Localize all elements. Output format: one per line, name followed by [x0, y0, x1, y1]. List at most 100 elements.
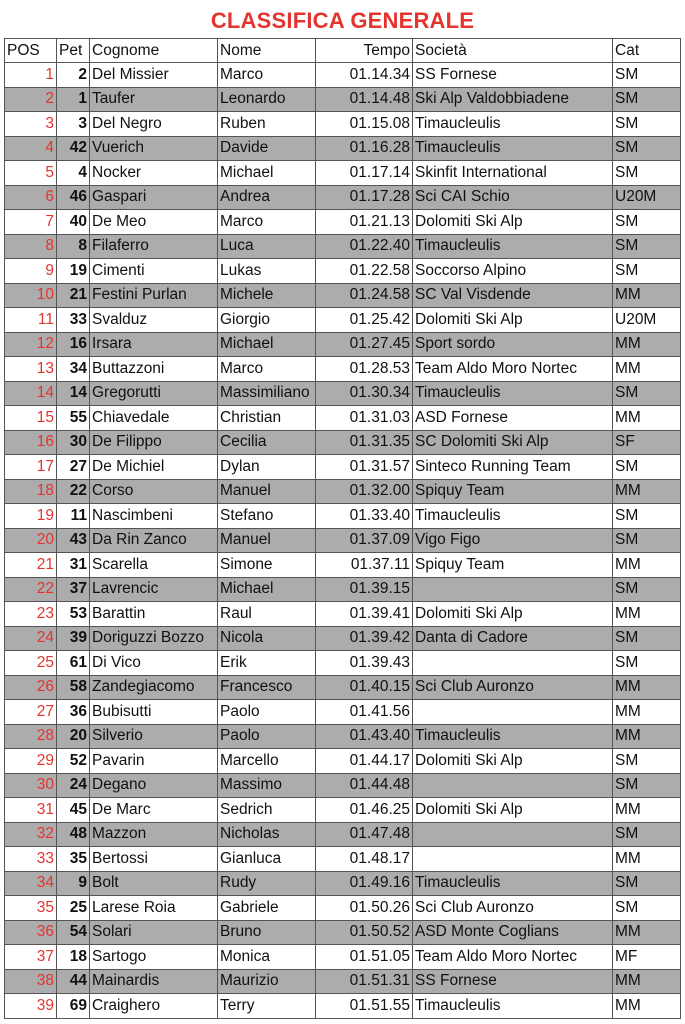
cell-cognome: Pavarin [89, 748, 218, 774]
cell-pet: 58 [56, 674, 90, 700]
cell-nome: Rudy [217, 870, 316, 896]
cell-societa: Timaucleulis [412, 135, 613, 161]
cell-societa: Sci CAI Schio [412, 184, 613, 210]
cell-pet: 3 [56, 111, 90, 137]
cell-cognome: Gregorutti [89, 380, 218, 406]
cell-cat: SF [612, 429, 681, 455]
cell-cognome: Taufer [89, 86, 218, 112]
cell-societa: Team Aldo Moro Nortec [412, 944, 613, 970]
cell-pet: 30 [56, 429, 90, 455]
cell-cat: SM [612, 258, 681, 284]
cell-pet: 43 [56, 527, 90, 553]
cell-pos: 32 [4, 821, 57, 847]
table-row: 3 3 Del Negro Ruben 01.15.08 Timaucleulis SM [4, 111, 681, 137]
cell-tempo: 01.49.16 [315, 870, 413, 896]
cell-cat: SM [612, 895, 681, 921]
cell-pos: 20 [4, 527, 57, 553]
cell-pet: 4 [56, 160, 90, 186]
table-row: 7 40 De Meo Marco 01.21.13 Dolomiti Ski Alp SM [4, 209, 681, 235]
table-row: 12 16 Irsara Michael 01.27.45 Sport sordo MM [4, 331, 681, 357]
cell-pos: 5 [4, 160, 57, 186]
header-nome: Nome [217, 38, 316, 63]
table-row: 34 9 Bolt Rudy 01.49.16 Timaucleulis SM [4, 870, 681, 896]
cell-cat: MF [612, 944, 681, 970]
page-title: CLASSIFICA GENERALE [210, 8, 475, 33]
cell-cat: SM [612, 625, 681, 651]
cell-pos: 8 [4, 233, 57, 259]
cell-pet: 9 [56, 870, 90, 896]
cell-nome: Francesco [217, 674, 316, 700]
cell-societa [412, 846, 613, 872]
cell-pet: 33 [56, 307, 90, 333]
cell-cognome: Corso [89, 478, 218, 504]
cell-cat: SM [612, 503, 681, 529]
cell-tempo: 01.14.34 [315, 62, 413, 88]
cell-pet: 8 [56, 233, 90, 259]
cell-pos: 38 [4, 968, 57, 994]
table-row: 10 21 Festini Purlan Michele 01.24.58 SC Val … [4, 282, 681, 308]
cell-cognome: Bubisutti [89, 699, 218, 725]
cell-cognome: Sartogo [89, 944, 218, 970]
cell-pet: 21 [56, 282, 90, 308]
cell-nome: Manuel [217, 478, 316, 504]
cell-pet: 55 [56, 405, 90, 431]
cell-cat: SM [612, 233, 681, 259]
table-row: 21 31 Scarella Simone 01.37.11 Spiquy Team MM [4, 552, 681, 578]
cell-nome: Leonardo [217, 86, 316, 112]
table-row: 35 25 Larese Roia Gabriele 01.50.26 Sci Club … [4, 895, 681, 921]
cell-pet: 14 [56, 380, 90, 406]
cell-cat: SM [612, 111, 681, 137]
cell-pet: 61 [56, 650, 90, 676]
cell-pet: 25 [56, 895, 90, 921]
table-row: 24 39 Doriguzzi Bozzo Nicola 01.39.42 Danta d… [4, 625, 681, 651]
cell-cognome: Lavrencic [89, 576, 218, 602]
cell-pos: 18 [4, 478, 57, 504]
cell-societa: ASD Monte Coglians [412, 919, 613, 945]
table-row: 33 35 Bertossi Gianluca 01.48.17 MM [4, 846, 681, 872]
cell-pet: 37 [56, 576, 90, 602]
cell-cognome: Del Missier [89, 62, 218, 88]
cell-cat: SM [612, 380, 681, 406]
cell-societa: SS Fornese [412, 968, 613, 994]
cell-cognome: Mazzon [89, 821, 218, 847]
cell-cognome: Barattin [89, 601, 218, 627]
cell-cognome: Svalduz [89, 307, 218, 333]
cell-pos: 9 [4, 258, 57, 284]
cell-cat: SM [612, 821, 681, 847]
cell-cognome: Silverio [89, 723, 218, 749]
cell-pos: 2 [4, 86, 57, 112]
cell-cognome: Nascimbeni [89, 503, 218, 529]
cell-pet: 22 [56, 478, 90, 504]
cell-societa [412, 576, 613, 602]
cell-cat: SM [612, 135, 681, 161]
cell-pet: 19 [56, 258, 90, 284]
cell-nome: Davide [217, 135, 316, 161]
cell-cat: SM [612, 454, 681, 480]
cell-cat: MM [612, 282, 681, 308]
header-tempo: Tempo [315, 38, 413, 63]
header-pos: POS [4, 38, 57, 63]
cell-cognome: Larese Roia [89, 895, 218, 921]
cell-tempo: 01.28.53 [315, 356, 413, 382]
cell-societa: Spiquy Team [412, 552, 613, 578]
table-row: 23 53 Barattin Raul 01.39.41 Dolomiti Ski Alp… [4, 601, 681, 627]
table-row: 26 58 Zandegiacomo Francesco 01.40.15 Sci Clu… [4, 674, 681, 700]
table-row: 14 14 Gregorutti Massimiliano 01.30.34 Timauc… [4, 380, 681, 406]
cell-cognome: Zandegiacomo [89, 674, 218, 700]
cell-tempo: 01.50.26 [315, 895, 413, 921]
cell-tempo: 01.47.48 [315, 821, 413, 847]
cell-tempo: 01.25.42 [315, 307, 413, 333]
cell-societa: Timaucleulis [412, 723, 613, 749]
cell-societa: Soccorso Alpino [412, 258, 613, 284]
cell-tempo: 01.31.57 [315, 454, 413, 480]
cell-tempo: 01.43.40 [315, 723, 413, 749]
cell-tempo: 01.16.28 [315, 135, 413, 161]
cell-cognome: Buttazzoni [89, 356, 218, 382]
cell-societa: Spiquy Team [412, 478, 613, 504]
cell-pet: 52 [56, 748, 90, 774]
cell-pos: 14 [4, 380, 57, 406]
cell-societa: Sport sordo [412, 331, 613, 357]
cell-pet: 18 [56, 944, 90, 970]
table-row: 4 42 Vuerich Davide 01.16.28 Timaucleulis SM [4, 135, 681, 161]
cell-pet: 45 [56, 797, 90, 823]
